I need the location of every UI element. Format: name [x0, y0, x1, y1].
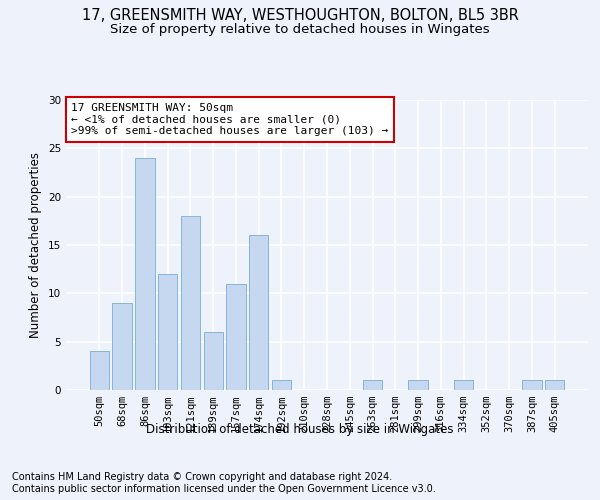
- Text: 17 GREENSMITH WAY: 50sqm
← <1% of detached houses are smaller (0)
>99% of semi-d: 17 GREENSMITH WAY: 50sqm ← <1% of detach…: [71, 103, 388, 136]
- Bar: [522, 380, 542, 390]
- Bar: [181, 216, 200, 390]
- Bar: [112, 303, 132, 390]
- Bar: [249, 236, 268, 390]
- Y-axis label: Number of detached properties: Number of detached properties: [29, 152, 43, 338]
- Bar: [203, 332, 223, 390]
- Text: Distribution of detached houses by size in Wingates: Distribution of detached houses by size …: [146, 422, 454, 436]
- Bar: [158, 274, 178, 390]
- Bar: [409, 380, 428, 390]
- Text: Contains public sector information licensed under the Open Government Licence v3: Contains public sector information licen…: [12, 484, 436, 494]
- Bar: [363, 380, 382, 390]
- Text: 17, GREENSMITH WAY, WESTHOUGHTON, BOLTON, BL5 3BR: 17, GREENSMITH WAY, WESTHOUGHTON, BOLTON…: [82, 8, 518, 22]
- Bar: [545, 380, 564, 390]
- Bar: [135, 158, 155, 390]
- Text: Size of property relative to detached houses in Wingates: Size of property relative to detached ho…: [110, 22, 490, 36]
- Bar: [272, 380, 291, 390]
- Bar: [90, 352, 109, 390]
- Bar: [226, 284, 245, 390]
- Text: Contains HM Land Registry data © Crown copyright and database right 2024.: Contains HM Land Registry data © Crown c…: [12, 472, 392, 482]
- Bar: [454, 380, 473, 390]
